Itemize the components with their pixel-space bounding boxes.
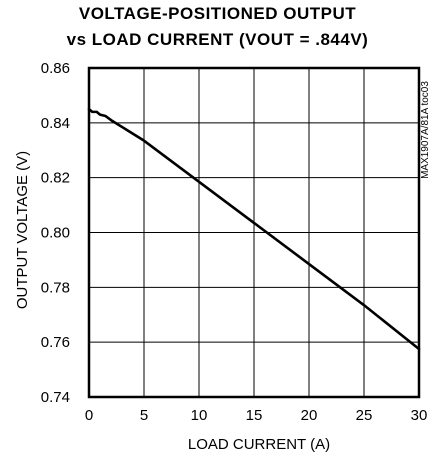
x-axis-label: LOAD CURRENT (A) [188, 436, 330, 453]
y-tick-label: 0.86 [41, 60, 70, 77]
x-tick-label: 30 [411, 407, 428, 424]
y-tick-label: 0.78 [41, 279, 70, 296]
y-tick-label: 0.76 [41, 334, 70, 351]
chart-subtitle: vs LOAD CURRENT (VOUT = .844V) [66, 30, 369, 49]
x-tick-label: 20 [301, 407, 318, 424]
x-tick-label: 5 [140, 407, 148, 424]
y-tick-label: 0.80 [41, 225, 70, 242]
x-tick-label: 0 [85, 407, 93, 424]
series-line [87, 107, 421, 351]
watermark-label: MAX1907A/81A toc03 [420, 81, 431, 179]
chart-title: VOLTAGE-POSITIONED OUTPUT [78, 4, 357, 23]
x-tick-label: 10 [191, 407, 208, 424]
x-tick-label: 15 [246, 407, 263, 424]
y-tick-label: 0.74 [41, 389, 70, 406]
y-tick-label: 0.84 [41, 115, 70, 132]
plot-frame [87, 66, 421, 399]
x-tick-label: 25 [356, 407, 373, 424]
y-tick-label: 0.82 [41, 170, 70, 187]
y-axis-label: OUTPUT VOLTAGE (V) [14, 151, 31, 309]
